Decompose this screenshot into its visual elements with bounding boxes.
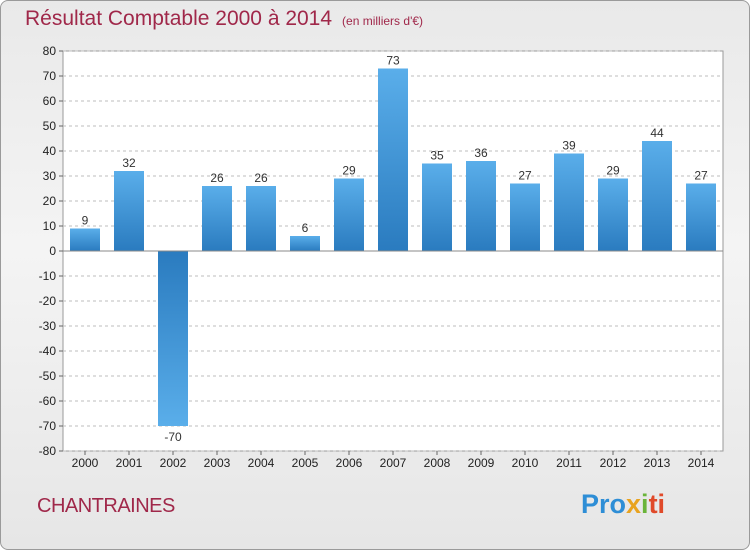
commune-name: CHANTRAINES [37,495,175,517]
x-tick-label-2004: 2004 [248,456,275,470]
bar-2000 [70,228,100,251]
x-tick-label-2010: 2010 [512,456,539,470]
bar-2004 [246,186,276,251]
bar-2001 [114,171,144,251]
x-tick-label-2008: 2008 [424,456,451,470]
data-label-2009: 36 [474,146,488,160]
x-tick-label-2000: 2000 [72,456,99,470]
bar-2006 [334,178,364,251]
y-tick-label: 60 [43,94,57,108]
y-tick-label: 80 [43,44,57,58]
y-tick-label: 30 [43,169,57,183]
y-tick-label: -60 [39,394,57,408]
data-label-2001: 32 [122,156,136,170]
data-label-2013: 44 [650,126,664,140]
bar-2011 [554,153,584,251]
y-tick-label: -80 [39,444,57,458]
x-tick-label-2005: 2005 [292,456,319,470]
data-label-2012: 29 [606,164,620,178]
data-label-2008: 35 [430,149,444,163]
y-tick-label: -20 [39,294,57,308]
bar-2002 [158,251,188,426]
data-label-2002: -70 [164,430,182,444]
chart-title: Résultat Comptable 2000 à 2014 (en millie… [25,7,423,31]
data-label-2000: 9 [82,214,89,228]
bar-2007 [378,68,408,251]
data-label-2004: 26 [254,171,268,185]
bar-2003 [202,186,232,251]
data-label-2003: 26 [210,171,224,185]
y-tick-label: -50 [39,369,57,383]
y-tick-label: 40 [43,144,57,158]
x-tick-label-2014: 2014 [688,456,715,470]
bar-2012 [598,178,628,251]
y-tick-label: 70 [43,69,57,83]
bar-2013 [642,141,672,251]
bar-2010 [510,183,540,251]
y-tick-label: -30 [39,319,57,333]
x-tick-label-2001: 2001 [116,456,143,470]
data-label-2010: 27 [518,169,532,183]
proxiti-logo: Proxiti [581,489,665,520]
chart-title-text: Résultat Comptable 2000 à 2014 [25,7,333,30]
data-label-2007: 73 [386,54,400,68]
x-tick-label-2013: 2013 [644,456,671,470]
x-tick-label-2007: 2007 [380,456,407,470]
bar-2014 [686,183,716,251]
logo-part-2: x [626,489,642,519]
y-tick-label: 50 [43,119,57,133]
bar-2005 [290,236,320,251]
y-tick-label: -40 [39,344,57,358]
y-tick-label: -70 [39,419,57,433]
y-tick-label: 10 [43,219,57,233]
x-tick-label-2009: 2009 [468,456,495,470]
logo-part-3: i [641,489,649,519]
logo-part-1: Pro [581,489,627,519]
chart-unit: (en milliers d'€) [342,14,424,28]
x-tick-label-2003: 2003 [204,456,231,470]
x-tick-label-2012: 2012 [600,456,627,470]
data-label-2005: 6 [302,221,309,235]
logo-part-4: ti [648,489,666,519]
x-tick-label-2006: 2006 [336,456,363,470]
x-tick-label-2002: 2002 [160,456,187,470]
data-label-2011: 39 [562,139,576,153]
y-tick-label: 0 [49,244,56,258]
bar-2008 [422,163,452,251]
data-label-2006: 29 [342,164,356,178]
x-tick-label-2011: 2011 [556,456,582,470]
data-label-2014: 27 [694,169,708,183]
bar-2009 [466,161,496,251]
y-tick-label: -10 [39,269,57,283]
y-tick-label: 20 [43,194,57,208]
